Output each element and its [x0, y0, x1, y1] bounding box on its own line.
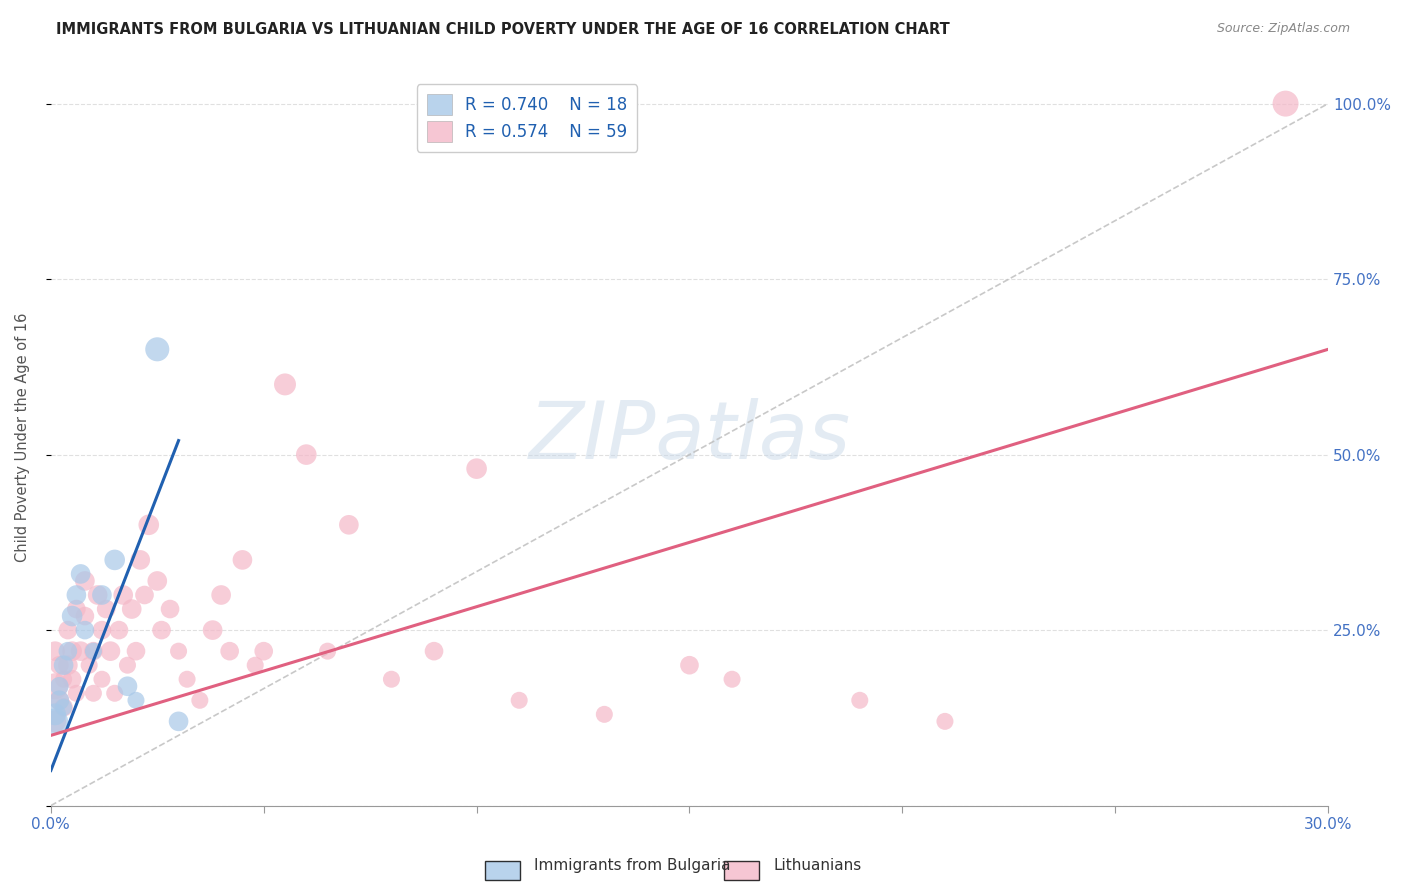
Point	[69, 644, 91, 658]
Point	[65, 686, 87, 700]
Point	[380, 672, 402, 686]
Point	[274, 377, 297, 392]
Point	[73, 609, 96, 624]
Point	[108, 623, 131, 637]
Point	[52, 700, 75, 714]
Point	[159, 602, 181, 616]
Point	[117, 658, 139, 673]
Point	[44, 679, 66, 693]
Point	[65, 602, 87, 616]
Point	[721, 672, 744, 686]
Point	[231, 553, 253, 567]
Point	[465, 461, 488, 475]
Point	[104, 553, 127, 567]
Point	[48, 693, 70, 707]
Point	[96, 602, 118, 616]
Point	[176, 672, 198, 686]
Point	[337, 517, 360, 532]
Point	[44, 714, 66, 729]
Point	[188, 693, 211, 707]
Point	[125, 693, 148, 707]
Point	[295, 448, 318, 462]
Text: ZIPatlas: ZIPatlas	[529, 398, 851, 476]
Point	[60, 644, 83, 658]
Point	[104, 686, 127, 700]
Point	[44, 644, 66, 658]
Point	[82, 644, 104, 658]
Point	[48, 658, 70, 673]
Point	[65, 588, 87, 602]
Point	[77, 658, 100, 673]
Point	[934, 714, 956, 729]
Point	[121, 602, 143, 616]
Text: IMMIGRANTS FROM BULGARIA VS LITHUANIAN CHILD POVERTY UNDER THE AGE OF 16 CORRELA: IMMIGRANTS FROM BULGARIA VS LITHUANIAN C…	[56, 22, 950, 37]
Point	[90, 588, 112, 602]
Point	[82, 686, 104, 700]
Point	[56, 623, 79, 637]
Point	[201, 623, 224, 637]
Point	[218, 644, 240, 658]
Point	[209, 588, 232, 602]
Point	[52, 658, 75, 673]
Point	[146, 574, 169, 588]
Y-axis label: Child Poverty Under the Age of 16: Child Poverty Under the Age of 16	[15, 312, 30, 562]
Point	[112, 588, 135, 602]
Text: Source: ZipAtlas.com: Source: ZipAtlas.com	[1216, 22, 1350, 36]
Point	[316, 644, 339, 658]
Point	[48, 679, 70, 693]
Point	[100, 644, 122, 658]
Point	[593, 707, 616, 722]
Point	[150, 623, 173, 637]
Point	[134, 588, 156, 602]
Point	[678, 658, 700, 673]
Point	[1274, 96, 1296, 111]
Point	[90, 672, 112, 686]
Text: Immigrants from Bulgaria: Immigrants from Bulgaria	[534, 858, 731, 872]
Point	[90, 623, 112, 637]
Point	[60, 672, 83, 686]
Point	[44, 707, 66, 722]
Point	[44, 714, 66, 729]
Point	[129, 553, 152, 567]
Point	[48, 693, 70, 707]
Point	[69, 566, 91, 581]
Point	[73, 574, 96, 588]
Point	[52, 700, 75, 714]
Legend: R = 0.740    N = 18, R = 0.574    N = 59: R = 0.740 N = 18, R = 0.574 N = 59	[416, 84, 637, 152]
Point	[73, 623, 96, 637]
Point	[508, 693, 530, 707]
Point	[167, 644, 190, 658]
Point	[245, 658, 267, 673]
Point	[125, 644, 148, 658]
Point	[138, 517, 160, 532]
Point	[60, 609, 83, 624]
Point	[52, 672, 75, 686]
Point	[253, 644, 276, 658]
Point	[56, 644, 79, 658]
Point	[167, 714, 190, 729]
Text: Lithuanians: Lithuanians	[773, 858, 862, 872]
Point	[86, 588, 108, 602]
Point	[56, 658, 79, 673]
Point	[117, 679, 139, 693]
Point	[146, 343, 169, 357]
Point	[82, 644, 104, 658]
Point	[849, 693, 872, 707]
Point	[423, 644, 446, 658]
